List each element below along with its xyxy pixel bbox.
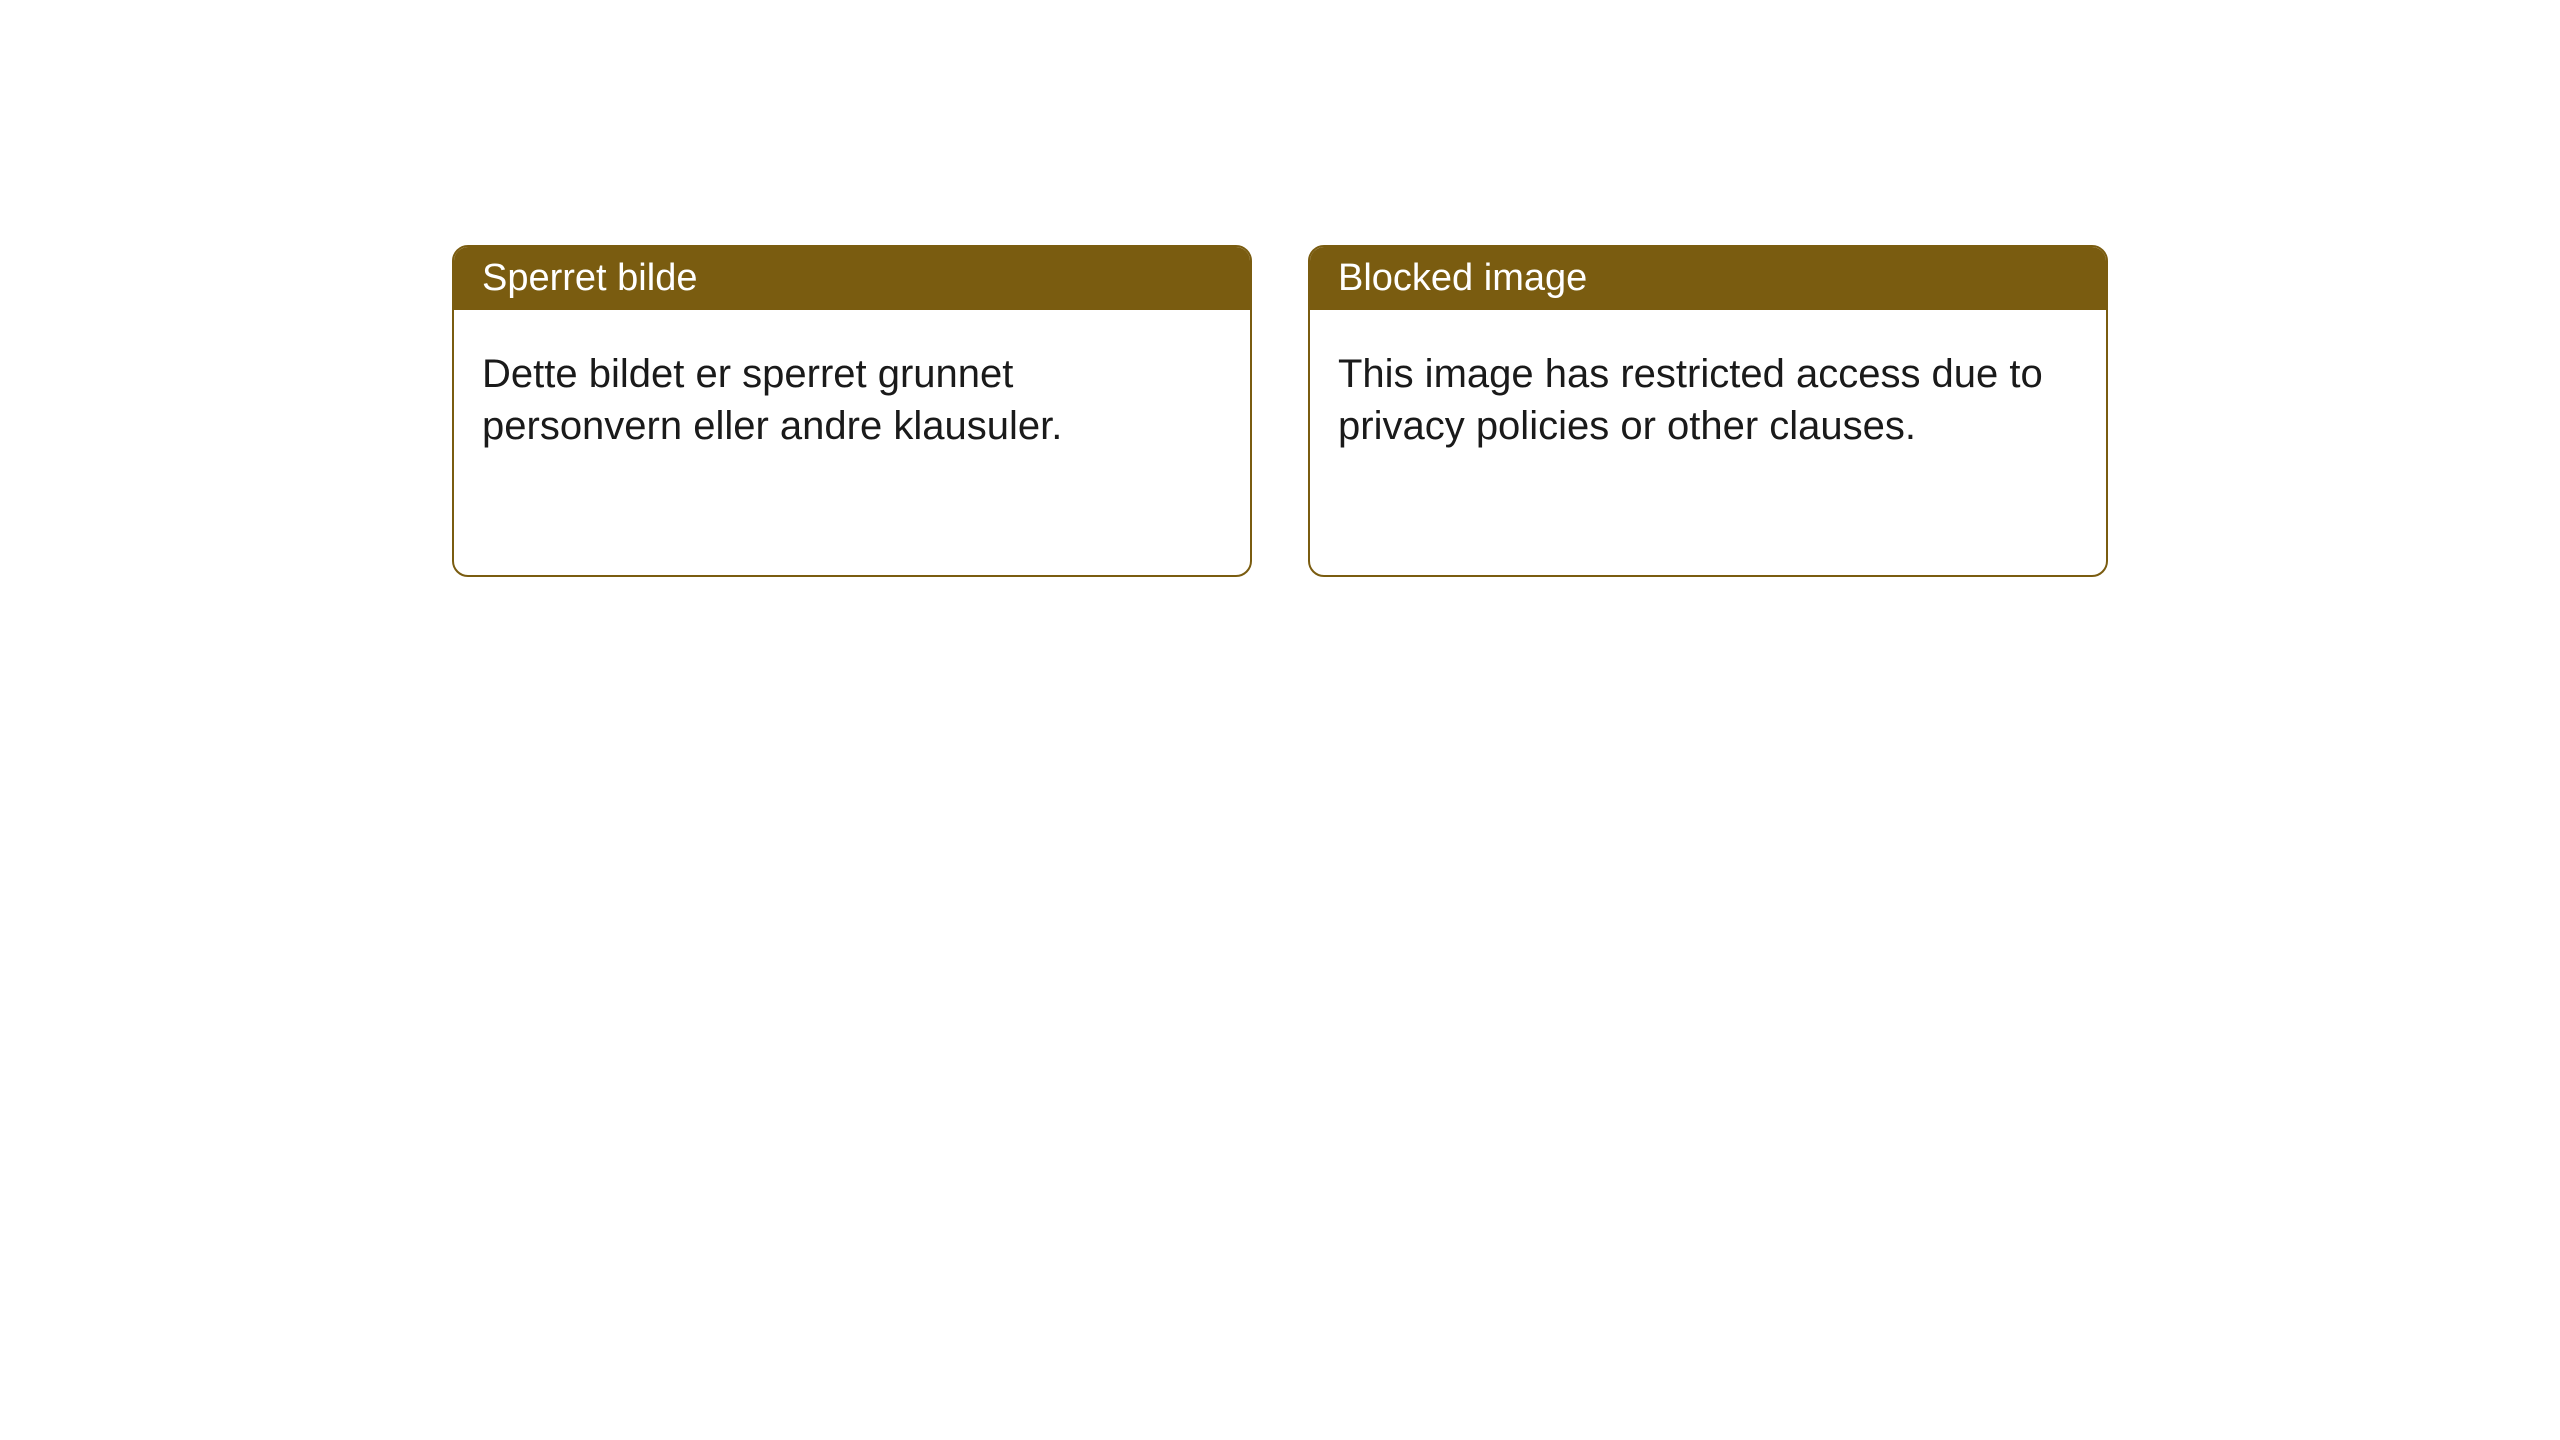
notice-header-text: Blocked image: [1338, 257, 1587, 299]
notice-body: Dette bildet er sperret grunnet personve…: [454, 310, 1250, 490]
notice-body: This image has restricted access due to …: [1310, 310, 2106, 490]
notice-card-norwegian: Sperret bilde Dette bildet er sperret gr…: [452, 245, 1252, 577]
notice-body-text: Dette bildet er sperret grunnet personve…: [482, 352, 1062, 448]
notice-body-text: This image has restricted access due to …: [1338, 352, 2043, 448]
notice-container: Sperret bilde Dette bildet er sperret gr…: [452, 245, 2108, 577]
notice-header: Sperret bilde: [454, 247, 1250, 310]
notice-header-text: Sperret bilde: [482, 257, 697, 299]
notice-header: Blocked image: [1310, 247, 2106, 310]
notice-card-english: Blocked image This image has restricted …: [1308, 245, 2108, 577]
